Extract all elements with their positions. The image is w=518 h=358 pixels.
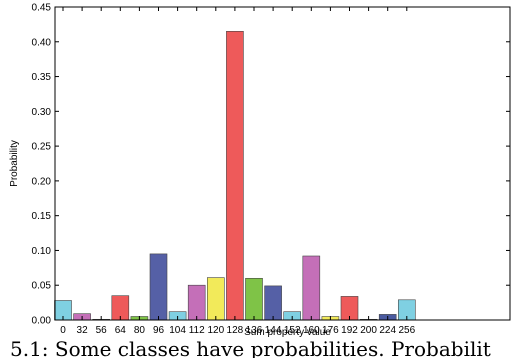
bar-112 <box>187 284 206 321</box>
x-tick-label: 152 <box>284 325 301 336</box>
x-tick-label: 104 <box>169 325 186 336</box>
plot-frame <box>54 6 511 321</box>
x-tick-label: 0 <box>60 325 66 336</box>
x-tick-label: 112 <box>189 325 205 336</box>
x-tick-label: 256 <box>398 325 415 336</box>
bar-160 <box>302 255 321 321</box>
bar-128 <box>226 30 244 321</box>
x-tick-label: 200 <box>360 325 377 336</box>
x-tick-label: 176 <box>322 325 339 336</box>
bar-144 <box>264 285 282 321</box>
axes-group <box>54 6 511 321</box>
bars-group <box>54 30 416 321</box>
y-tick-label: 0.15 <box>32 211 52 222</box>
x-tick-label: 224 <box>379 325 396 336</box>
y-tick-label: 0.30 <box>32 107 52 118</box>
y-tick-label: 0.00 <box>32 316 52 327</box>
x-tick-label: 144 <box>265 325 282 336</box>
x-tick-label: 64 <box>115 325 127 336</box>
x-tick-label: 96 <box>153 325 165 336</box>
y-tick-label: 0.20 <box>32 176 52 187</box>
y-tick-label: 0.45 <box>32 3 52 14</box>
x-axis-label: Sum property value <box>244 327 331 338</box>
x-tick-label: 80 <box>134 325 146 336</box>
bar-120 <box>207 277 225 321</box>
x-tick-label: 136 <box>246 325 263 336</box>
y-tick-label: 0.35 <box>32 72 52 83</box>
y-tick-label: 0.05 <box>32 281 52 292</box>
x-tick-label: 56 <box>96 325 108 336</box>
x-tick-label: 32 <box>77 325 89 336</box>
figure-caption: 5.1: Some classes have probabilities. Pr… <box>10 337 491 358</box>
y-tick-label: 0.40 <box>32 37 52 48</box>
x-tick-label: 160 <box>303 325 320 336</box>
x-tick-label: 128 <box>227 325 244 336</box>
x-tick-label: 192 <box>341 325 358 336</box>
y-tick-label: 0.25 <box>32 142 52 153</box>
bar-136 <box>245 277 263 321</box>
y-axis-label: Probability <box>9 140 20 187</box>
bar-96 <box>149 253 168 321</box>
y-tick-label: 0.10 <box>32 246 52 257</box>
ticks-group: 0.00 0.05 0.10 0.15 0.20 0.25 0.30 0.35 0.40 0.45… <box>32 3 510 336</box>
x-tick-label: 120 <box>207 325 224 336</box>
